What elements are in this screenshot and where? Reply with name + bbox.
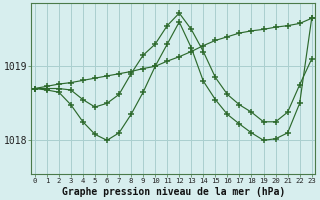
X-axis label: Graphe pression niveau de la mer (hPa): Graphe pression niveau de la mer (hPa) bbox=[61, 186, 285, 197]
